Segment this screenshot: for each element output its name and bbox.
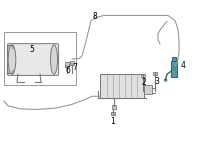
- Ellipse shape: [8, 45, 16, 74]
- Bar: [144, 85, 152, 94]
- Bar: [141, 74, 145, 77]
- Bar: [153, 72, 157, 75]
- Text: 1: 1: [111, 117, 115, 126]
- Ellipse shape: [164, 79, 167, 81]
- Text: 5: 5: [30, 45, 34, 55]
- Bar: [65, 62, 69, 67]
- Bar: [70, 61, 74, 65]
- Text: 2: 2: [142, 78, 146, 87]
- Text: 3: 3: [155, 77, 159, 86]
- Bar: [171, 61, 177, 77]
- Bar: [111, 112, 115, 115]
- Text: 6: 6: [66, 66, 70, 75]
- Text: 8: 8: [93, 12, 97, 21]
- Ellipse shape: [70, 64, 73, 66]
- Ellipse shape: [50, 45, 58, 74]
- Ellipse shape: [173, 67, 175, 70]
- Bar: [112, 105, 116, 109]
- Bar: [172, 57, 176, 61]
- FancyBboxPatch shape: [7, 44, 59, 75]
- Bar: [100, 74, 144, 98]
- Text: 7: 7: [73, 63, 77, 72]
- Text: 4: 4: [181, 61, 185, 70]
- Bar: [4, 32, 76, 85]
- Ellipse shape: [65, 66, 68, 68]
